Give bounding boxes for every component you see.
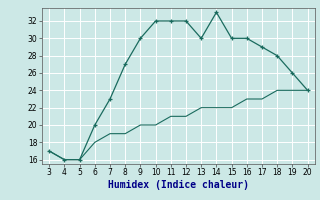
X-axis label: Humidex (Indice chaleur): Humidex (Indice chaleur) [108,180,249,190]
